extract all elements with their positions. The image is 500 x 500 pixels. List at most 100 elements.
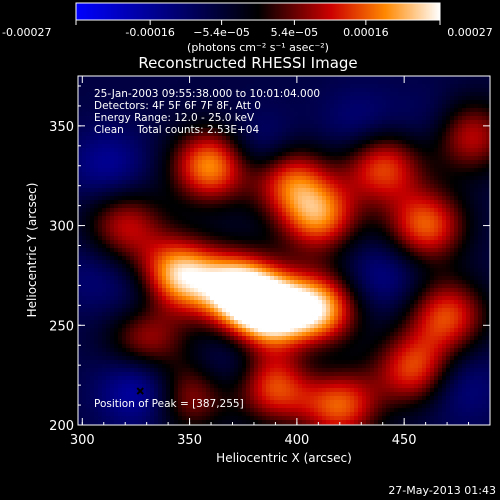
heatmap-cell <box>214 100 219 105</box>
heatmap-cell <box>434 208 439 213</box>
heatmap-cell <box>254 260 259 265</box>
heatmap-cell <box>194 104 199 109</box>
heatmap-cell <box>186 152 191 157</box>
heatmap-cell <box>458 256 463 261</box>
heatmap-cell <box>154 264 159 269</box>
heatmap-cell <box>466 264 471 269</box>
heatmap-cell <box>286 148 291 153</box>
heatmap-cell <box>326 236 331 241</box>
heatmap-cell <box>154 100 159 105</box>
heatmap-cell <box>282 204 287 209</box>
heatmap-cell <box>150 108 155 113</box>
heatmap-cell <box>454 104 459 109</box>
heatmap-cell <box>342 216 347 221</box>
heatmap-cell <box>118 244 123 249</box>
heatmap-cell <box>430 100 435 105</box>
heatmap-cell <box>154 204 159 209</box>
heatmap-cell <box>410 88 415 93</box>
heatmap-cell <box>474 256 479 261</box>
heatmap-cell <box>426 232 431 237</box>
heatmap-cell <box>138 136 143 141</box>
heatmap-cell <box>470 128 475 133</box>
heatmap-cell <box>418 200 423 205</box>
heatmap-cell <box>486 240 490 245</box>
heatmap-cell <box>130 128 135 133</box>
heatmap-cell <box>106 128 111 133</box>
heatmap-cell <box>354 156 359 161</box>
heatmap-cell <box>166 196 171 201</box>
heatmap-cell <box>206 184 211 189</box>
heatmap-cell <box>294 156 299 161</box>
heatmap-cell <box>302 236 307 241</box>
heatmap-cell <box>118 172 123 177</box>
heatmap-cell <box>98 132 103 137</box>
heatmap-cell <box>390 128 395 133</box>
heatmap-cell <box>162 184 167 189</box>
heatmap-cell <box>298 176 303 181</box>
heatmap-cell <box>310 264 315 269</box>
heatmap-cell <box>326 188 331 193</box>
heatmap-cell <box>462 168 467 173</box>
heatmap-cell <box>230 188 235 193</box>
heatmap-cell <box>226 88 231 93</box>
heatmap-cell <box>78 264 83 269</box>
heatmap-cell <box>246 128 251 133</box>
heatmap-cell <box>434 244 439 249</box>
heatmap-cell <box>114 76 119 81</box>
heatmap-cell <box>350 192 355 197</box>
heatmap-cell <box>222 248 227 253</box>
heatmap-cell <box>218 92 223 97</box>
heatmap-cell <box>218 124 223 129</box>
heatmap-cell <box>102 184 107 189</box>
heatmap-cell <box>90 96 95 101</box>
heatmap-cell <box>394 260 399 265</box>
heatmap-cell <box>486 104 490 109</box>
heatmap-cell <box>78 152 83 157</box>
heatmap-cell <box>206 128 211 133</box>
heatmap-cell <box>414 216 419 221</box>
heatmap-cell <box>190 188 195 193</box>
heatmap-cell <box>118 152 123 157</box>
heatmap-cell <box>454 260 459 265</box>
heatmap-cell <box>142 188 147 193</box>
heatmap-cell <box>110 136 115 141</box>
heatmap-cell <box>322 84 327 89</box>
heatmap-cell <box>458 124 463 129</box>
heatmap-cell <box>426 152 431 157</box>
heatmap-cell <box>134 140 139 145</box>
heatmap-cell <box>414 132 419 137</box>
heatmap-cell <box>114 248 119 253</box>
heatmap-cell <box>130 236 135 241</box>
heatmap-cell <box>246 116 251 121</box>
heatmap-cell <box>318 76 323 81</box>
heatmap-cell <box>150 164 155 169</box>
heatmap-cell <box>242 100 247 105</box>
heatmap-cell <box>354 248 359 253</box>
heatmap-cell <box>158 224 163 229</box>
heatmap-cell <box>458 80 463 85</box>
heatmap-cell <box>182 140 187 145</box>
heatmap-cell <box>318 176 323 181</box>
heatmap-cell <box>82 148 87 153</box>
heatmap-cell <box>346 188 351 193</box>
heatmap-cell <box>374 148 379 153</box>
heatmap-cell <box>286 124 291 129</box>
heatmap-cell <box>418 260 423 265</box>
heatmap-cell <box>106 248 111 253</box>
heatmap-cell <box>266 192 271 197</box>
heatmap-cell <box>342 152 347 157</box>
heatmap-cell <box>438 252 443 257</box>
heatmap-cell <box>370 100 375 105</box>
heatmap-cell <box>362 88 367 93</box>
heatmap-cell <box>122 132 127 137</box>
heatmap-cell <box>270 252 275 257</box>
heatmap-cell <box>242 84 247 89</box>
heatmap-cell <box>458 140 463 145</box>
heatmap-cell <box>334 228 339 233</box>
heatmap-cell <box>158 108 163 113</box>
heatmap-cell <box>86 76 91 81</box>
heatmap-cell <box>126 252 131 257</box>
heatmap-cell <box>474 128 479 133</box>
heatmap-cell <box>106 136 111 141</box>
heatmap-cell <box>274 132 279 137</box>
